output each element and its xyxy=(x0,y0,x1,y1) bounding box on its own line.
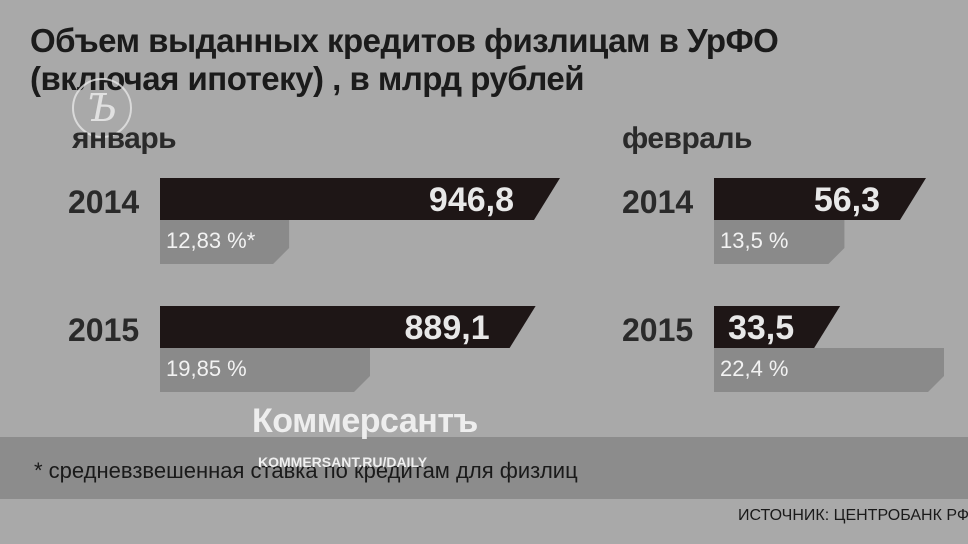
footnote: * средневзвешенная ставка по кредитам дл… xyxy=(34,458,578,483)
rate-label-january-2014: 12,83 %* xyxy=(166,228,256,253)
watermark-name: Коммерсантъ xyxy=(252,402,478,440)
value-label-february-2014: 56,3 xyxy=(814,181,880,219)
rate-bar-february-2015 xyxy=(714,348,944,392)
rate-label-february-2015: 22,4 % xyxy=(720,356,789,381)
value-label-january-2014: 946,8 xyxy=(429,181,514,219)
group-label-february: февраль xyxy=(622,122,753,155)
rate-bar-january-2014 xyxy=(160,220,290,264)
value-label-february-2015: 33,5 xyxy=(728,309,794,347)
group-label-january: январь xyxy=(72,122,177,155)
source-note: ИСТОЧНИК: ЦЕНТРОБАНК РФ xyxy=(738,507,968,524)
year-label-january-2015: 2015 xyxy=(68,312,140,348)
rate-bar-january-2015 xyxy=(160,348,370,392)
value-label-january-2015: 889,1 xyxy=(405,309,490,347)
year-label-january-2014: 2014 xyxy=(68,184,140,220)
chart-title: Объем выданных кредитов физлицам в УрФО … xyxy=(30,22,930,98)
value-bar-february-2015 xyxy=(714,306,841,348)
kommersant-logo-icon: Ъ xyxy=(72,78,132,138)
watermark-url: KOMMERSANT.RU/DAILY xyxy=(258,454,428,470)
rate-bar-february-2014 xyxy=(714,220,845,264)
rate-label-february-2014: 13,5 % xyxy=(720,228,789,253)
year-label-february-2014: 2014 xyxy=(622,184,694,220)
value-bar-january-2014 xyxy=(160,178,560,220)
chart-title-line-1: Объем выданных кредитов физлицам в УрФО xyxy=(30,22,779,59)
year-label-february-2015: 2015 xyxy=(622,312,694,348)
rate-label-january-2015: 19,85 % xyxy=(166,356,247,381)
value-bar-january-2015 xyxy=(160,306,536,348)
value-bar-february-2014 xyxy=(714,178,926,220)
footnote-band xyxy=(0,437,968,499)
